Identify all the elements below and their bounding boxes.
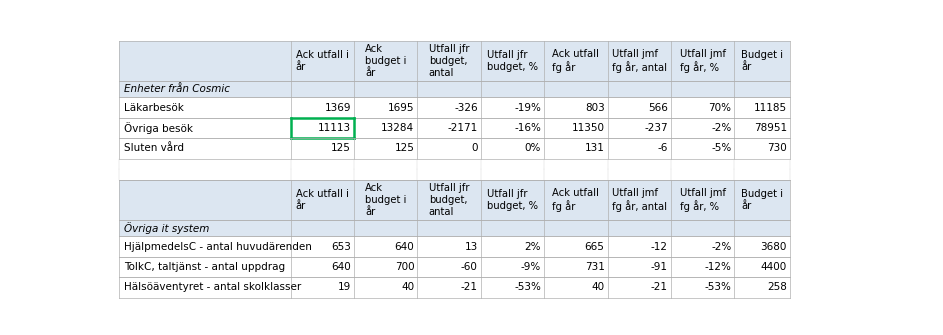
Bar (120, 41, 789, 81)
Text: 1695: 1695 (388, 103, 414, 113)
Bar (120, 257, 789, 277)
Text: 131: 131 (585, 143, 604, 153)
Text: 11350: 11350 (571, 123, 604, 133)
Text: Ack utfall i
år: Ack utfall i år (296, 189, 349, 211)
Text: Budget i
år: Budget i år (741, 189, 783, 211)
Text: Ack utfall
fg år: Ack utfall fg år (553, 188, 599, 212)
Text: -237: -237 (644, 123, 668, 133)
Text: 11185: 11185 (753, 103, 786, 113)
Text: -5%: -5% (711, 143, 732, 153)
Text: Utfall jmf
fg år, antal: Utfall jmf fg år, antal (612, 49, 667, 73)
Text: 665: 665 (585, 242, 604, 252)
Text: -9%: -9% (521, 262, 541, 272)
Text: Budget i
år: Budget i år (741, 50, 783, 72)
Text: -326: -326 (455, 103, 478, 113)
Text: 1369: 1369 (324, 103, 351, 113)
Text: 731: 731 (585, 262, 604, 272)
Text: 640: 640 (395, 242, 414, 252)
Bar (120, 97, 789, 118)
Bar (120, 118, 789, 138)
Text: 3680: 3680 (760, 242, 786, 252)
Text: 13: 13 (465, 242, 478, 252)
Text: 700: 700 (395, 262, 414, 272)
Text: Utfall jfr
budget,
antal: Utfall jfr budget, antal (429, 184, 470, 217)
Text: 11113: 11113 (318, 123, 351, 133)
Text: -19%: -19% (514, 103, 541, 113)
Text: -21: -21 (651, 282, 668, 292)
Text: Utfall jfr
budget, %: Utfall jfr budget, % (487, 189, 538, 211)
Text: -21: -21 (461, 282, 478, 292)
Text: 70%: 70% (708, 103, 732, 113)
Text: 566: 566 (648, 103, 668, 113)
Text: -6: -6 (657, 143, 668, 153)
Text: 0: 0 (472, 143, 478, 153)
Text: Utfall jmf
fg år, antal: Utfall jmf fg år, antal (612, 188, 667, 212)
Text: Utfall jfr
budget, %: Utfall jfr budget, % (487, 50, 538, 72)
Text: Övriga it system: Övriga it system (124, 222, 210, 234)
Text: -53%: -53% (514, 282, 541, 292)
Text: -60: -60 (461, 262, 478, 272)
Text: TolkC, taltjänst - antal uppdrag: TolkC, taltjänst - antal uppdrag (124, 262, 285, 272)
Bar (120, 237, 789, 257)
Text: Sluten vård: Sluten vård (124, 143, 184, 153)
Bar (120, 138, 789, 158)
Text: 803: 803 (585, 103, 604, 113)
Text: 640: 640 (331, 262, 351, 272)
Text: 730: 730 (767, 143, 786, 153)
Text: -2%: -2% (711, 123, 732, 133)
Bar (120, 180, 789, 220)
Text: -2171: -2171 (448, 123, 478, 133)
Text: 40: 40 (591, 282, 604, 292)
Text: 13284: 13284 (381, 123, 414, 133)
Text: Ack utfall
fg år: Ack utfall fg år (553, 49, 599, 73)
Text: 78951: 78951 (753, 123, 786, 133)
Text: -12%: -12% (704, 262, 732, 272)
Bar (120, 169, 789, 180)
Text: Ack
budget i
år: Ack budget i år (365, 184, 406, 217)
Text: 0%: 0% (525, 143, 541, 153)
Text: 125: 125 (394, 143, 414, 153)
Text: Övriga besök: Övriga besök (124, 122, 192, 134)
Bar (120, 81, 789, 97)
Text: 258: 258 (767, 282, 786, 292)
Bar (120, 220, 789, 237)
Text: Utfall jmf
fg år, %: Utfall jmf fg år, % (680, 188, 725, 212)
Text: 653: 653 (331, 242, 351, 252)
Text: 4400: 4400 (760, 262, 786, 272)
Text: Utfall jfr
budget,
antal: Utfall jfr budget, antal (429, 44, 470, 78)
Text: Ack utfall i
år: Ack utfall i år (296, 50, 349, 72)
Text: Enheter från Cosmic: Enheter från Cosmic (124, 84, 230, 94)
Text: Utfall jmf
fg år, %: Utfall jmf fg år, % (680, 49, 725, 73)
Text: -53%: -53% (704, 282, 732, 292)
Bar (120, 277, 789, 297)
Text: 2%: 2% (524, 242, 541, 252)
Text: Läkarbesök: Läkarbesök (124, 103, 184, 113)
Text: -2%: -2% (711, 242, 732, 252)
Text: 19: 19 (338, 282, 351, 292)
Text: -12: -12 (651, 242, 668, 252)
Text: 125: 125 (331, 143, 351, 153)
Text: 40: 40 (402, 282, 414, 292)
Text: -91: -91 (651, 262, 668, 272)
Text: -16%: -16% (514, 123, 541, 133)
Bar (120, 158, 789, 169)
Text: HjälpmedelsC - antal huvudärenden: HjälpmedelsC - antal huvudärenden (124, 242, 311, 252)
Text: Ack
budget i
år: Ack budget i år (365, 44, 406, 78)
Text: Hälsöäventyret - antal skolklasser: Hälsöäventyret - antal skolklasser (124, 282, 301, 292)
